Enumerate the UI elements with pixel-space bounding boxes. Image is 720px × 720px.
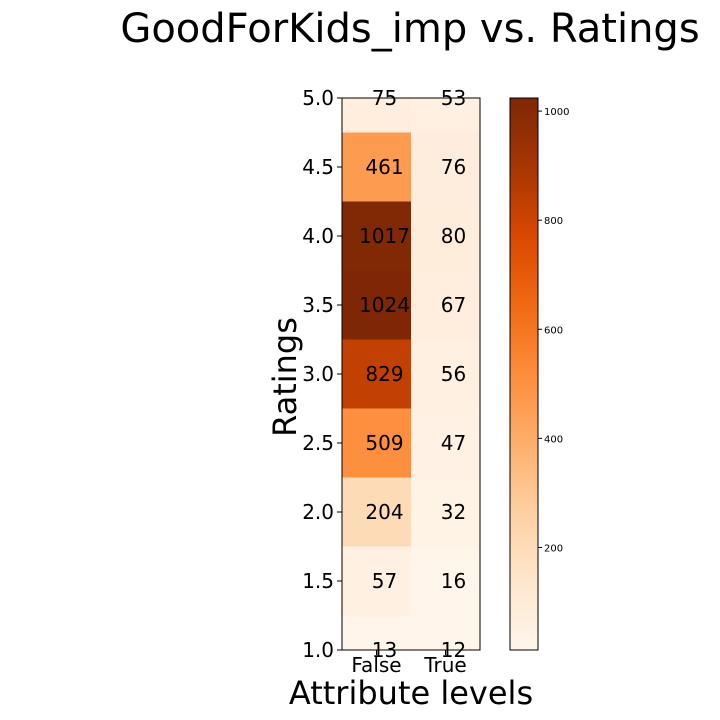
cell-value-label: 204 xyxy=(365,500,403,524)
cell-value-label: 461 xyxy=(365,155,403,179)
colorbar-tick-label: 1000 xyxy=(544,107,569,118)
y-axis-ticks: 1.0 1.5 2.0 2.5 3.0 3.5 4.0 4.5 5.0 xyxy=(302,86,342,662)
y-tick-label: 3.5 xyxy=(302,293,334,317)
x-tick-label: True xyxy=(423,653,466,677)
x-axis-ticks: False True xyxy=(351,650,467,677)
colorbar-tick-label: 600 xyxy=(544,325,563,336)
cell-value-label: 76 xyxy=(441,155,466,179)
y-tick-label: 4.5 xyxy=(302,155,334,179)
heatmap-cell xyxy=(411,339,480,409)
x-axis-label: Attribute levels xyxy=(289,674,533,712)
cell-value-label: 57 xyxy=(372,569,397,593)
y-tick-label: 2.5 xyxy=(302,431,334,455)
heatmap-cell xyxy=(411,546,480,616)
heatmap-cell xyxy=(411,98,480,133)
y-tick-label: 3.0 xyxy=(302,362,334,386)
heatmap-cell xyxy=(342,615,411,650)
heatmap-cell xyxy=(342,270,411,340)
x-tick-label: False xyxy=(351,653,401,677)
cell-value-label: 67 xyxy=(441,293,466,317)
colorbar-tick-label: 800 xyxy=(544,216,563,227)
heatmap-cell xyxy=(411,477,480,547)
colorbar-tick-label: 400 xyxy=(544,434,563,445)
heatmap-cell xyxy=(411,270,480,340)
cell-value-label: 16 xyxy=(441,569,466,593)
heatmap-cell xyxy=(342,546,411,616)
cell-value-label: 32 xyxy=(441,500,466,524)
heatmap-cell xyxy=(411,408,480,478)
cell-value-label: 80 xyxy=(441,224,466,248)
y-axis-label: Ratings xyxy=(266,317,304,437)
heatmap-cell xyxy=(411,201,480,271)
cell-value-label: 1024 xyxy=(359,293,410,317)
cell-value-label: 56 xyxy=(441,362,466,386)
y-tick-label: 1.0 xyxy=(302,638,334,662)
colorbar-ticks: 200 400 600 800 1000 xyxy=(538,107,569,554)
cell-value-label: 47 xyxy=(441,431,466,455)
chart-title: GoodForKids_imp vs. Ratings xyxy=(120,6,699,52)
heatmap-cell xyxy=(411,132,480,202)
heatmap-cell xyxy=(342,339,411,409)
cell-value-label: 1017 xyxy=(359,224,410,248)
colorbar-tick-label: 200 xyxy=(544,543,563,554)
heatmap-cells xyxy=(342,98,480,650)
colorbar: 200 400 600 800 1000 xyxy=(509,97,569,651)
heatmap-cell xyxy=(342,477,411,547)
heatmap-cell xyxy=(342,408,411,478)
colorbar-gradient xyxy=(509,97,539,651)
heatmap-cell xyxy=(342,132,411,202)
y-tick-label: 2.0 xyxy=(302,500,334,524)
heatmap-cell xyxy=(342,98,411,133)
cell-value-label: 509 xyxy=(365,431,403,455)
y-tick-label: 5.0 xyxy=(302,86,334,110)
y-tick-label: 1.5 xyxy=(302,569,334,593)
heatmap-cell xyxy=(411,615,480,650)
y-tick-label: 4.0 xyxy=(302,224,334,248)
cell-value-label: 829 xyxy=(365,362,403,386)
heatmap-cell xyxy=(342,201,411,271)
